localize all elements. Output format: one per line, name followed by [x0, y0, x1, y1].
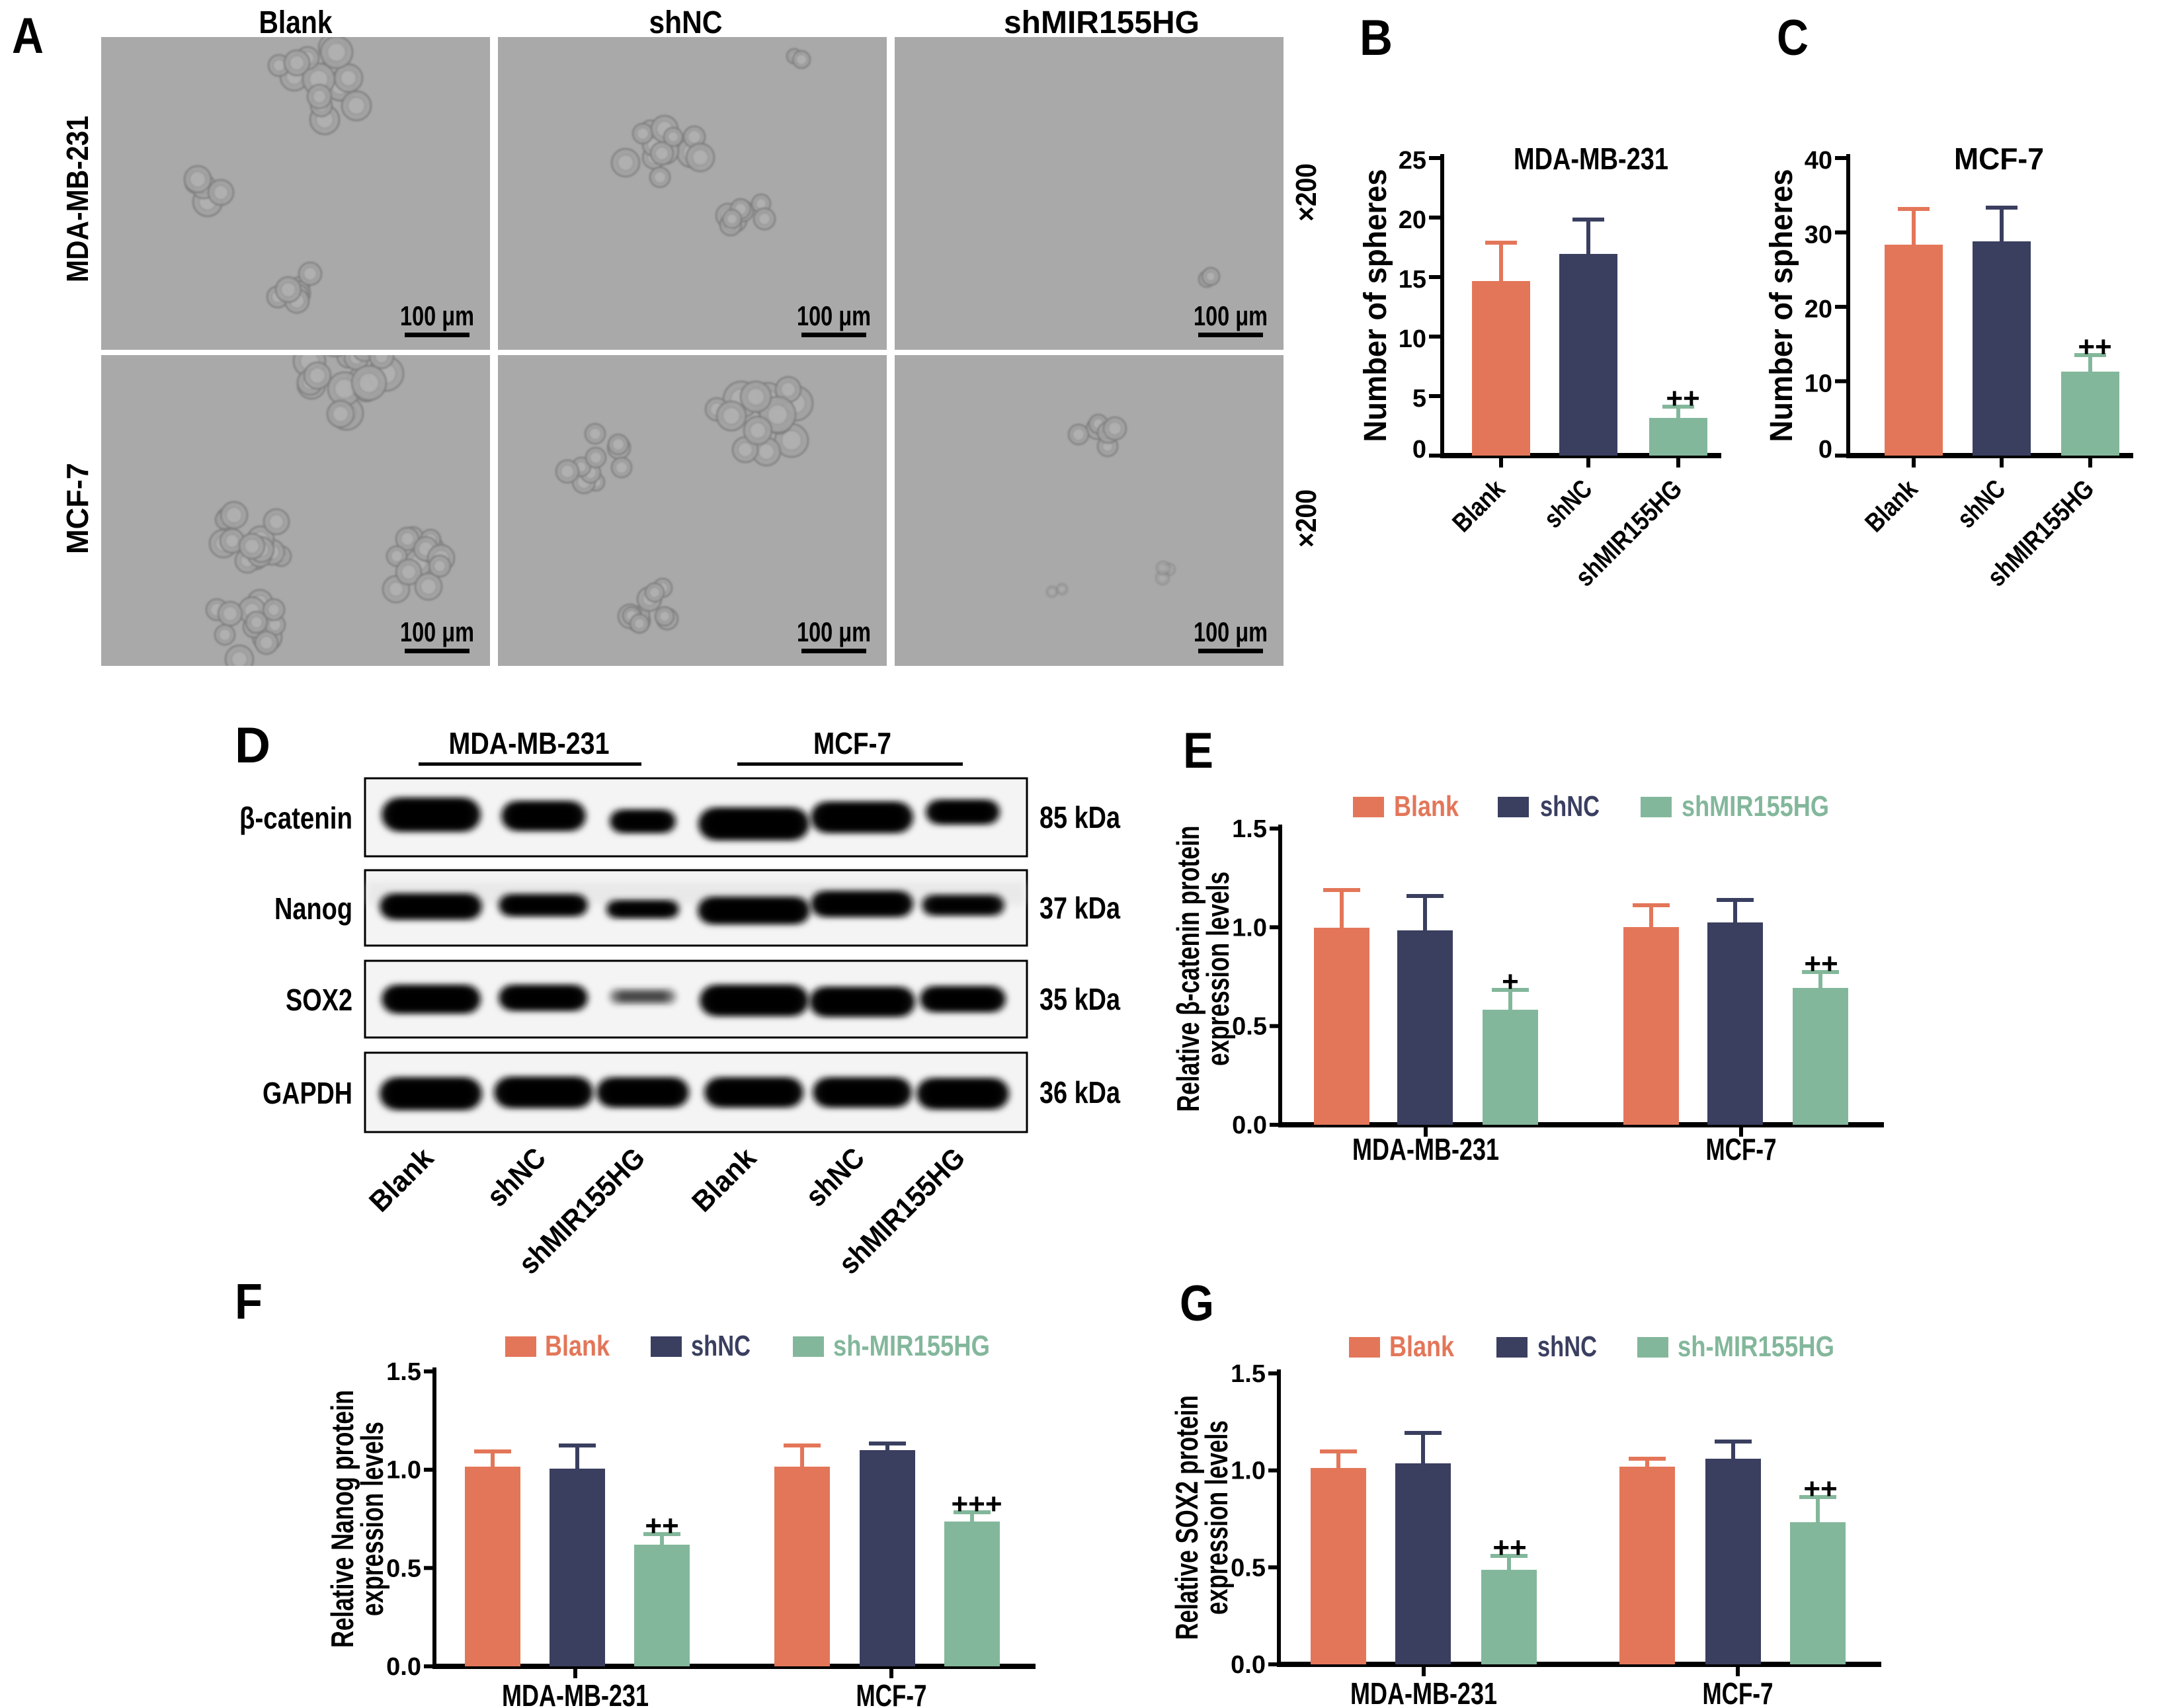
- svg-text:100 μm: 100 μm: [400, 300, 474, 331]
- svg-text:Blank: Blank: [259, 5, 333, 40]
- svg-text:100 μm: 100 μm: [1194, 300, 1268, 331]
- svg-text:++: ++: [1804, 948, 1838, 980]
- svg-text:MCF-7: MCF-7: [1703, 1676, 1774, 1708]
- svg-text:shMIR155HG: shMIR155HG: [1004, 5, 1200, 40]
- svg-text:shMIR155HG: shMIR155HG: [1682, 790, 1829, 823]
- svg-text:++: ++: [1666, 382, 1699, 415]
- svg-text:37 kDa: 37 kDa: [1040, 891, 1120, 925]
- svg-text:36 kDa: 36 kDa: [1040, 1075, 1120, 1110]
- svg-text:100 μm: 100 μm: [1194, 616, 1268, 647]
- svg-text:shNC: shNC: [1537, 1330, 1597, 1363]
- svg-text:1.0: 1.0: [1231, 1457, 1266, 1485]
- svg-text:Nanog: Nanog: [274, 891, 352, 926]
- svg-text:1.5: 1.5: [1232, 815, 1267, 843]
- svg-text:100 μm: 100 μm: [400, 616, 474, 647]
- svg-text:expression levels: expression levels: [1200, 872, 1235, 1066]
- svg-text:MDA-MB-231: MDA-MB-231: [1350, 1676, 1497, 1708]
- svg-text:D: D: [235, 717, 270, 774]
- svg-text:+: +: [1502, 965, 1519, 998]
- svg-text:0: 0: [1412, 436, 1426, 464]
- svg-text:MDA-MB-231: MDA-MB-231: [502, 1678, 649, 1708]
- svg-text:1.5: 1.5: [1231, 1360, 1266, 1388]
- svg-text:shNC: shNC: [1540, 790, 1600, 823]
- svg-text:15: 15: [1399, 266, 1426, 294]
- svg-text:10: 10: [1399, 325, 1426, 353]
- svg-text:1.0: 1.0: [386, 1457, 421, 1484]
- svg-text:MDA-MB-231: MDA-MB-231: [449, 726, 610, 760]
- svg-text:Relative Nanog protein: Relative Nanog protein: [325, 1390, 360, 1648]
- svg-text:B: B: [1360, 10, 1393, 66]
- svg-text:0.0: 0.0: [1232, 1112, 1267, 1139]
- svg-text:SOX2: SOX2: [286, 983, 352, 1017]
- svg-text:30: 30: [1805, 222, 1832, 249]
- svg-text:GAPDH: GAPDH: [263, 1076, 352, 1110]
- svg-text:MCF-7: MCF-7: [813, 726, 891, 760]
- svg-text:Number of spheres: Number of spheres: [1358, 169, 1393, 442]
- svg-text:G: G: [1180, 1276, 1214, 1332]
- svg-text:MCF-7: MCF-7: [1954, 142, 2044, 176]
- svg-text:F: F: [235, 1274, 263, 1330]
- svg-text:++: ++: [1492, 1531, 1526, 1564]
- svg-text:MCF-7: MCF-7: [856, 1678, 927, 1708]
- svg-text:25: 25: [1399, 147, 1426, 175]
- svg-text:E: E: [1183, 723, 1213, 779]
- svg-text:Blank: Blank: [1389, 1330, 1454, 1363]
- svg-text:sh-MIR155HG: sh-MIR155HG: [1678, 1330, 1834, 1363]
- svg-text:1.5: 1.5: [386, 1358, 421, 1386]
- svg-text:10: 10: [1805, 370, 1832, 398]
- svg-text:20: 20: [1805, 296, 1832, 323]
- svg-text:Blank: Blank: [545, 1330, 610, 1362]
- svg-text:expression levels: expression levels: [1199, 1420, 1234, 1615]
- svg-text:Relative SOX2 protein: Relative SOX2 protein: [1169, 1395, 1204, 1640]
- svg-text:0.0: 0.0: [1231, 1651, 1266, 1679]
- svg-text:×200: ×200: [1290, 163, 1323, 222]
- svg-text:×200: ×200: [1290, 489, 1323, 548]
- svg-text:sh-MIR155HG: sh-MIR155HG: [833, 1330, 990, 1362]
- svg-text:expression levels: expression levels: [354, 1422, 389, 1616]
- svg-text:35 kDa: 35 kDa: [1040, 982, 1120, 1016]
- svg-text:MDA-MB-231: MDA-MB-231: [60, 116, 95, 282]
- svg-text:40: 40: [1805, 147, 1832, 175]
- svg-text:Blank: Blank: [1394, 790, 1459, 823]
- svg-text:Relative β-catenin protein: Relative β-catenin protein: [1170, 826, 1205, 1112]
- svg-text:100 μm: 100 μm: [797, 300, 871, 331]
- svg-text:0.5: 0.5: [1232, 1013, 1267, 1041]
- svg-text:1.0: 1.0: [1232, 914, 1267, 942]
- svg-text:5: 5: [1412, 385, 1426, 413]
- svg-text:0.5: 0.5: [1231, 1554, 1266, 1582]
- svg-text:+++: +++: [951, 1488, 1002, 1520]
- svg-text:++: ++: [645, 1510, 678, 1542]
- svg-text:β-catenin: β-catenin: [239, 801, 352, 835]
- svg-text:85 kDa: 85 kDa: [1040, 800, 1120, 834]
- svg-text:MDA-MB-231: MDA-MB-231: [1514, 142, 1668, 176]
- svg-text:MCF-7: MCF-7: [60, 463, 95, 554]
- svg-text:shNC: shNC: [649, 5, 723, 40]
- svg-text:0: 0: [1818, 436, 1832, 464]
- svg-text:Number of spheres: Number of spheres: [1764, 169, 1799, 442]
- svg-text:++: ++: [1803, 1473, 1837, 1505]
- svg-text:MDA-MB-231: MDA-MB-231: [1352, 1132, 1499, 1166]
- svg-text:A: A: [12, 8, 44, 64]
- svg-text:shNC: shNC: [691, 1330, 751, 1362]
- svg-text:0.5: 0.5: [386, 1555, 421, 1582]
- svg-text:C: C: [1777, 10, 1809, 66]
- svg-text:20: 20: [1399, 206, 1426, 234]
- svg-text:MCF-7: MCF-7: [1706, 1132, 1777, 1166]
- svg-text:++: ++: [2078, 331, 2111, 363]
- svg-text:100 μm: 100 μm: [797, 616, 871, 647]
- svg-text:0.0: 0.0: [386, 1653, 421, 1681]
